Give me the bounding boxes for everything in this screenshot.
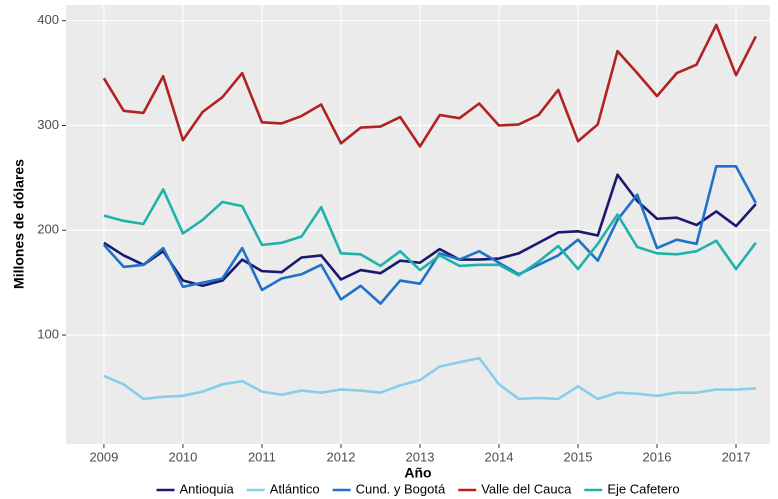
x-tick-label: 2012 bbox=[327, 449, 356, 464]
legend: Antioquia Atlántico Cund. y Bogotá Valle de… bbox=[156, 481, 680, 496]
x-tick-label: 2017 bbox=[722, 449, 751, 464]
line bbox=[103, 188, 757, 277]
x-tick-label: 2011 bbox=[248, 449, 276, 464]
y-tick-label: 100 bbox=[37, 326, 59, 341]
x-tick-label: 2009 bbox=[89, 449, 118, 464]
legend-label: Valle del Cauca bbox=[481, 481, 572, 496]
line bbox=[103, 173, 757, 288]
y-tick-label: 200 bbox=[37, 222, 59, 237]
y-tick-label: 400 bbox=[37, 12, 59, 27]
x-tick-label: 2016 bbox=[643, 449, 672, 464]
x-tick-label: 2013 bbox=[406, 449, 435, 464]
y-tick-label: 300 bbox=[37, 117, 59, 132]
line bbox=[102, 23, 757, 148]
plot-panel bbox=[66, 5, 770, 444]
line bbox=[102, 165, 757, 305]
x-tick-label: 2014 bbox=[485, 449, 514, 464]
x-tick-label: 2010 bbox=[168, 449, 197, 464]
x-tick-label: 2015 bbox=[564, 449, 593, 464]
legend-label: Eje Cafetero bbox=[607, 481, 679, 496]
legend-label: Antioquia bbox=[180, 481, 235, 496]
line bbox=[103, 356, 756, 401]
x-axis-title: Año bbox=[404, 465, 431, 481]
legend-label: Cund. y Bogotá bbox=[356, 481, 446, 496]
y-axis-title: Millones de dólares bbox=[11, 159, 27, 289]
legend-label: Atlántico bbox=[270, 481, 320, 496]
